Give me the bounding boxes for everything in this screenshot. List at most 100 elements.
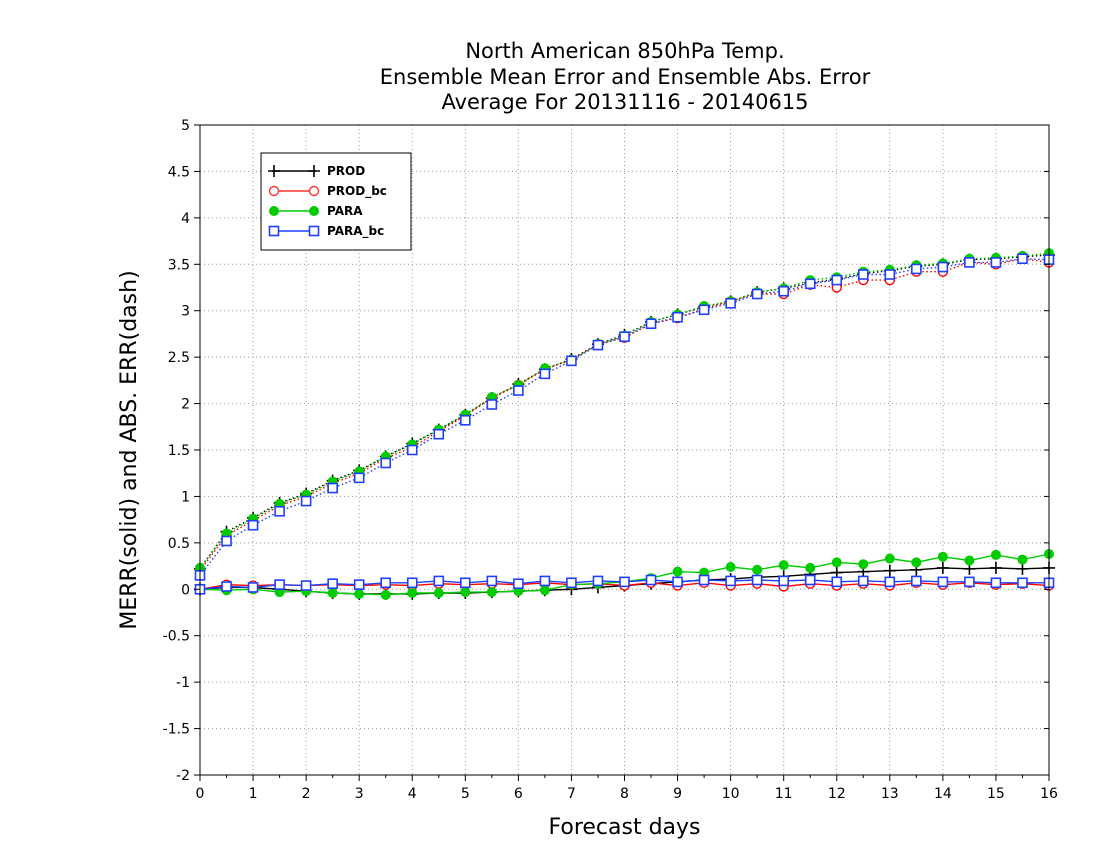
data-point-para-bc [380, 457, 392, 469]
prod-bc-abserr-line [199, 258, 1050, 572]
data-point-para-bc [804, 574, 816, 586]
data-point-para [460, 587, 471, 598]
data-point-para [1017, 554, 1028, 565]
data-point-para-bc [645, 574, 657, 586]
data-point-para-bc [1017, 253, 1028, 265]
data-point-legend-para-bc [308, 225, 320, 237]
data-point-para-bc [221, 581, 232, 592]
data-point-para-bc [460, 577, 471, 589]
data-point-para-bc [619, 331, 630, 343]
data-point-para-bc [698, 574, 710, 586]
x-tick-label: 9 [673, 786, 682, 802]
data-point-para-bc [911, 263, 922, 275]
x-axis-ticks: 0 1 2 3 4 5 6 7 8 9 10 11 12 13 14 15 16 [196, 775, 1058, 802]
data-point-para-bc [672, 311, 683, 323]
x-tick-label: 11 [775, 786, 793, 802]
y-tick-label: 4 [181, 211, 190, 227]
data-point-para-bc [539, 368, 551, 380]
data-point-para [778, 560, 789, 571]
data-point-legend-prod [268, 165, 280, 177]
y-tick-label: 0 [181, 582, 190, 598]
data-point-para-bc [672, 576, 683, 588]
data-point-para [964, 555, 975, 566]
y-tick-label: -1.5 [163, 722, 190, 738]
data-point-para-bc [884, 269, 896, 280]
data-point-para-bc [380, 577, 392, 589]
data-point-para-bc [247, 582, 259, 593]
legend: PROD PROD_bc PARA PARA_bc [260, 152, 412, 251]
data-point-para-bc [566, 355, 577, 367]
data-point-para-bc [433, 428, 445, 440]
data-point-para-bc [592, 575, 604, 587]
legend-item: PROD_bc [268, 184, 387, 199]
x-tick-label: 14 [934, 786, 952, 802]
data-point-para-bc [221, 535, 232, 547]
data-point-para-bc [778, 285, 789, 297]
data-point-legend-para [309, 206, 319, 216]
data-point-para [327, 588, 338, 598]
y-tick-label: 4.5 [168, 164, 190, 180]
x-tick-label: 8 [620, 786, 629, 802]
y-tick-label: 2 [181, 397, 190, 413]
x-tick-label: 7 [567, 786, 576, 802]
series-para-bc [194, 253, 1055, 595]
series-layer [194, 248, 1055, 600]
data-point-para-bc [857, 575, 869, 587]
data-point-para-bc [725, 575, 736, 587]
y-tick-label: 5 [181, 118, 190, 134]
data-point-para-bc [751, 574, 763, 586]
y-tick-label: 3.5 [168, 257, 190, 273]
x-tick-label: 1 [249, 786, 258, 802]
data-point-para-bc [831, 576, 843, 588]
x-tick-label: 15 [987, 786, 1005, 802]
x-tick-label: 0 [196, 786, 205, 802]
data-point-para-bc [1017, 577, 1028, 589]
data-point-para-bc [274, 579, 285, 590]
data-point-para [858, 559, 869, 570]
data-point-para-bc [486, 575, 498, 587]
data-point-para-bc [486, 399, 498, 410]
data-point-legend-para-bc [268, 225, 280, 237]
data-point-para-bc [937, 261, 949, 273]
data-point-para [805, 562, 816, 573]
legend-item: PARA [269, 204, 363, 218]
y-axis-label: MERR(solid) and ABS. ERR(dash) [117, 270, 142, 629]
data-point-para [433, 588, 444, 598]
data-point-prod [936, 561, 949, 574]
data-point-para-bc [592, 339, 604, 351]
data-point-legend-prod-bc [308, 185, 320, 197]
data-point-para-bc [751, 288, 763, 300]
data-point-para-bc [353, 472, 365, 484]
x-tick-label: 4 [408, 786, 417, 802]
y-tick-label: 2.5 [168, 350, 190, 366]
legend-label: PARA_bc [327, 224, 384, 239]
para-abserr-line [199, 252, 1050, 569]
title-line: North American 850hPa Temp. [465, 39, 784, 63]
legend-box [260, 152, 412, 251]
y-tick-label: -2 [176, 768, 190, 784]
data-point-legend-prod-bc [268, 185, 280, 197]
title-line: Average For 20131116 - 20140615 [441, 90, 808, 114]
data-point-para-bc [327, 482, 338, 494]
data-point-para-bc [990, 257, 1002, 268]
data-point-para [884, 553, 895, 564]
x-tick-label: 12 [828, 786, 846, 802]
y-tick-label: -1 [176, 675, 190, 691]
data-point-para-bc [964, 257, 975, 268]
data-point-para-bc [725, 297, 736, 309]
data-point-para [911, 557, 922, 568]
data-point-para [937, 551, 948, 562]
legend-label: PARA [327, 204, 363, 218]
y-tick-label: 1 [181, 489, 190, 505]
data-point-para [354, 588, 365, 599]
data-point-legend-para [269, 206, 279, 216]
data-point-para-bc [247, 519, 259, 531]
data-point-para-bc [911, 575, 922, 587]
x-tick-label: 5 [461, 786, 470, 802]
data-point-para-bc [645, 318, 657, 330]
legend-item: PROD [268, 164, 365, 178]
data-point-para-bc [539, 575, 551, 587]
data-point-para-bc [274, 505, 285, 517]
x-tick-label: 10 [722, 786, 740, 802]
